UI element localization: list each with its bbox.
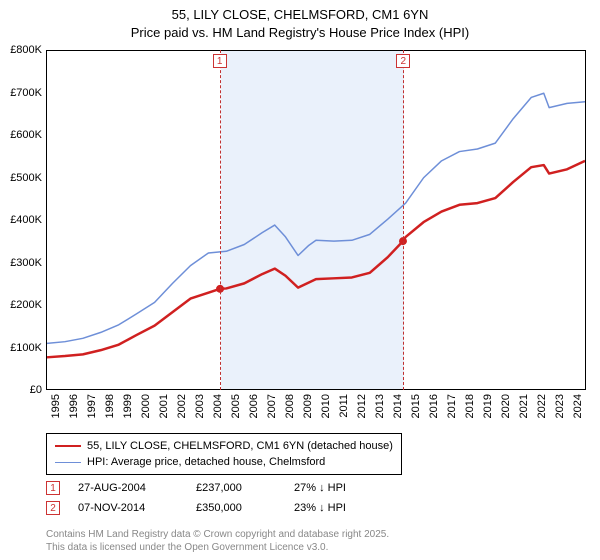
x-tick-label: 2012 <box>356 394 368 418</box>
event-row: 1 27-AUG-2004 £237,000 27% ↓ HPI <box>46 478 346 498</box>
legend-swatch <box>55 445 81 447</box>
x-tick-label: 1997 <box>86 394 98 418</box>
x-tick-label: 2013 <box>374 394 386 418</box>
price-chart: 55, LILY CLOSE, CHELMSFORD, CM1 6YN Pric… <box>0 0 600 560</box>
event-badge: 1 <box>213 54 227 68</box>
x-tick-label: 2019 <box>482 394 494 418</box>
x-tick-label: 1996 <box>68 394 80 418</box>
x-tick-label: 2023 <box>554 394 566 418</box>
event-number-badge: 1 <box>46 481 60 495</box>
x-tick-label: 2018 <box>464 394 476 418</box>
x-tick-label: 2022 <box>536 394 548 418</box>
y-tick-label: £500K <box>0 172 42 184</box>
event-diff: 27% ↓ HPI <box>294 482 346 494</box>
x-tick-label: 2011 <box>338 394 350 418</box>
title-line2: Price paid vs. HM Land Registry's House … <box>0 24 600 42</box>
credits: Contains HM Land Registry data © Crown c… <box>46 529 389 554</box>
event-price: £350,000 <box>196 502 276 514</box>
y-tick-label: £0 <box>0 384 42 396</box>
y-tick-label: £600K <box>0 129 42 141</box>
chart-title: 55, LILY CLOSE, CHELMSFORD, CM1 6YN Pric… <box>0 0 600 41</box>
event-line <box>220 50 221 390</box>
x-tick-label: 2006 <box>248 394 260 418</box>
plot-area <box>46 50 586 390</box>
legend: 55, LILY CLOSE, CHELMSFORD, CM1 6YN (det… <box>46 433 402 475</box>
x-tick-label: 2004 <box>212 394 224 418</box>
y-tick-label: £700K <box>0 87 42 99</box>
legend-item: HPI: Average price, detached house, Chel… <box>55 454 393 470</box>
x-tick-label: 2024 <box>572 394 584 418</box>
event-date: 07-NOV-2014 <box>78 502 178 514</box>
y-tick-label: £300K <box>0 257 42 269</box>
x-tick-label: 2000 <box>140 394 152 418</box>
x-tick-label: 1995 <box>50 394 62 418</box>
credits-line: Contains HM Land Registry data © Crown c… <box>46 529 389 542</box>
x-tick-label: 2002 <box>176 394 188 418</box>
title-line1: 55, LILY CLOSE, CHELMSFORD, CM1 6YN <box>0 6 600 24</box>
x-tick-label: 2005 <box>230 394 242 418</box>
credits-line: This data is licensed under the Open Gov… <box>46 542 389 555</box>
x-tick-label: 1999 <box>122 394 134 418</box>
x-tick-label: 2021 <box>518 394 530 418</box>
legend-label: HPI: Average price, detached house, Chel… <box>87 456 325 468</box>
x-tick-label: 2008 <box>284 394 296 418</box>
event-number-badge: 2 <box>46 501 60 515</box>
event-date: 27-AUG-2004 <box>78 482 178 494</box>
event-line <box>403 50 404 390</box>
x-tick-label: 1998 <box>104 394 116 418</box>
x-tick-label: 2003 <box>194 394 206 418</box>
x-tick-label: 2020 <box>500 394 512 418</box>
series-lines <box>47 51 585 389</box>
event-row: 2 07-NOV-2014 £350,000 23% ↓ HPI <box>46 498 346 518</box>
x-tick-label: 2017 <box>446 394 458 418</box>
event-diff: 23% ↓ HPI <box>294 502 346 514</box>
legend-item: 55, LILY CLOSE, CHELMSFORD, CM1 6YN (det… <box>55 438 393 454</box>
x-tick-label: 2001 <box>158 394 170 418</box>
y-tick-label: £400K <box>0 214 42 226</box>
x-tick-label: 2016 <box>428 394 440 418</box>
x-tick-label: 2010 <box>320 394 332 418</box>
legend-swatch <box>55 462 81 463</box>
y-tick-label: £200K <box>0 299 42 311</box>
x-tick-label: 2014 <box>392 394 404 418</box>
x-tick-label: 2007 <box>266 394 278 418</box>
legend-label: 55, LILY CLOSE, CHELMSFORD, CM1 6YN (det… <box>87 440 393 452</box>
event-price: £237,000 <box>196 482 276 494</box>
event-table: 1 27-AUG-2004 £237,000 27% ↓ HPI 2 07-NO… <box>46 478 346 518</box>
y-tick-label: £100K <box>0 342 42 354</box>
x-tick-label: 2009 <box>302 394 314 418</box>
event-badge: 2 <box>396 54 410 68</box>
y-tick-label: £800K <box>0 44 42 56</box>
x-tick-label: 2015 <box>410 394 422 418</box>
